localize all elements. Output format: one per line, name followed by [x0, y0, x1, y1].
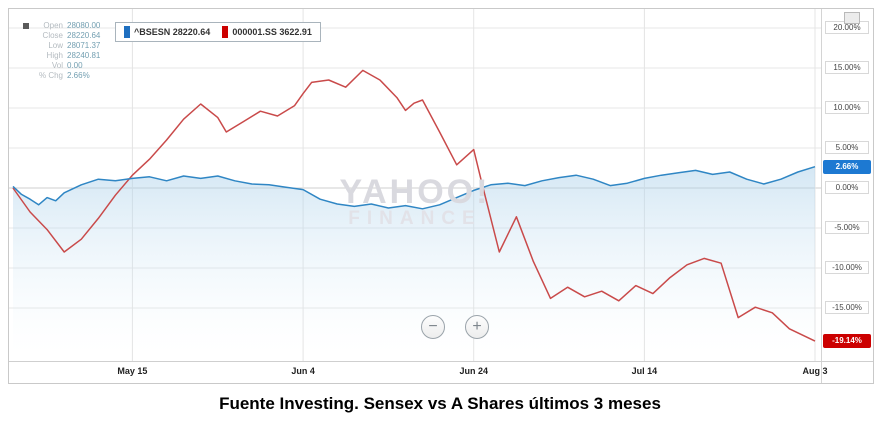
quote-label: Low	[48, 41, 63, 50]
axis-separator	[821, 9, 822, 383]
y-axis-label: 0.00%	[825, 181, 869, 194]
quote-label: % Chg	[38, 71, 63, 80]
x-axis-label: Jun 4	[291, 366, 315, 376]
y-axis: 20.00% 15.00% 10.00% 5.00% 0.00% -5.00% -10.00…	[821, 9, 873, 361]
quote-row: Close 28220.64	[35, 31, 101, 41]
quote-panel: Open 28080.00 Close 28220.64 Low 28071.37 High…	[35, 21, 100, 81]
chart-caption: Fuente Investing. Sensex vs A Shares últ…	[219, 394, 661, 413]
quote-row: Open 28080.00	[35, 21, 100, 31]
quote-value: 0.00	[67, 61, 83, 70]
y-axis-label: -15.00%	[825, 301, 869, 314]
quote-value: 28071.37	[67, 41, 101, 50]
legend-marker-icon	[124, 26, 130, 38]
y-axis-label: -5.00%	[825, 221, 869, 234]
last-value-badge-000001ss: -19.14%	[823, 334, 871, 349]
x-axis-label: May 15	[117, 366, 148, 376]
quote-bullet-icon	[23, 23, 29, 29]
y-axis-label: 15.00%	[825, 61, 869, 74]
chart-toolbar-button[interactable]	[844, 12, 860, 24]
x-axis-label: Aug 3	[802, 366, 828, 376]
legend-label: ^BSESN 28220.64	[134, 27, 211, 37]
x-axis-label: Jun 24	[459, 366, 488, 376]
quote-row: High 28240.81	[35, 51, 101, 61]
chart-plot[interactable]	[9, 9, 821, 361]
quote-label: High	[46, 51, 63, 60]
x-axis-label: Jul 14	[631, 366, 658, 376]
last-value-badge-bsesn: 2.66%	[823, 159, 871, 174]
y-axis-label: 10.00%	[825, 101, 869, 114]
quote-value: 2.66%	[67, 71, 90, 80]
zoom-out-button[interactable]: −	[421, 315, 445, 339]
quote-row: % Chg 2.66%	[35, 71, 100, 81]
legend-item-bsesn[interactable]: ^BSESN 28220.64	[124, 26, 210, 38]
chart-panel: Open 28080.00 Close 28220.64 Low 28071.37 High…	[8, 8, 874, 384]
legend-item-000001ss[interactable]: 000001.SS 3622.91	[222, 26, 312, 38]
legend: ^BSESN 28220.64 000001.SS 3622.91	[115, 22, 321, 42]
quote-row: Low 28071.37	[35, 41, 100, 51]
quote-label: Open	[43, 21, 63, 30]
y-axis-label: -10.00%	[825, 261, 869, 274]
quote-value: 28220.64	[67, 31, 101, 40]
legend-marker-icon	[222, 26, 229, 38]
quote-value: 28080.00	[67, 21, 101, 30]
x-axis: May 15 Jun 4 Jun 24 Jul 14 Aug 3	[9, 361, 873, 383]
quote-label: Close	[42, 31, 63, 40]
quote-value: 28240.81	[67, 51, 101, 60]
quote-row: Vol 0.00	[35, 61, 100, 71]
quote-label: Vol	[51, 61, 63, 70]
y-axis-label: 5.00%	[825, 141, 869, 154]
zoom-in-button[interactable]: +	[465, 315, 489, 339]
legend-label: 000001.SS 3622.91	[232, 27, 312, 37]
